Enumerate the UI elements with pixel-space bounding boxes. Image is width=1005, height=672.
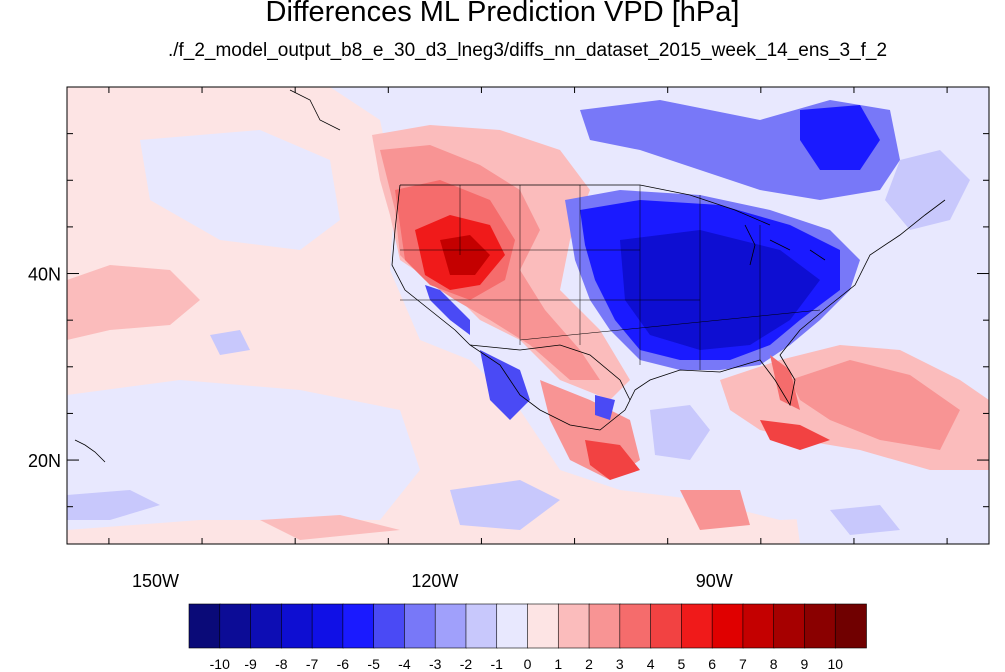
colorbar-swatch bbox=[373, 603, 406, 649]
field-pos-south-central bbox=[680, 490, 750, 530]
field-pos-light-pacific-2 bbox=[260, 515, 400, 540]
coastline-hawaii bbox=[74, 439, 106, 463]
colorbar-swatch bbox=[804, 603, 837, 649]
field-neg-neutral-pacific bbox=[140, 130, 340, 250]
colorbar-label: -2 bbox=[460, 656, 473, 672]
axis-ticks bbox=[67, 87, 989, 544]
colorbar-swatch bbox=[219, 603, 252, 649]
lat-label: 20N bbox=[28, 451, 61, 471]
field-neg-baja bbox=[480, 350, 530, 420]
field-neg-light-pacific-2 bbox=[67, 490, 160, 520]
field-neg-vstrong-east bbox=[620, 230, 820, 350]
colorbar-label: 4 bbox=[647, 656, 655, 672]
colorbar-swatch bbox=[434, 603, 467, 649]
field-neg-neutral-south bbox=[790, 465, 989, 544]
colorbar-swatch bbox=[619, 603, 652, 649]
colorbar-swatch bbox=[465, 603, 498, 649]
lat-label: 40N bbox=[28, 265, 61, 285]
colorbar-swatch bbox=[557, 603, 590, 649]
field-pos-max-west bbox=[440, 235, 490, 275]
field-neg-california bbox=[425, 285, 470, 335]
colorbar-swatch bbox=[834, 603, 867, 649]
field-neg-mexico bbox=[595, 395, 615, 420]
colorbar-label: -8 bbox=[275, 656, 288, 672]
field-neg-light-pacific-1 bbox=[210, 330, 250, 355]
colorbar-label: 1 bbox=[554, 656, 562, 672]
colorbar-label: -9 bbox=[244, 656, 257, 672]
colorbar-swatch bbox=[281, 603, 313, 649]
colorbar-swatch bbox=[188, 603, 221, 649]
map-frame bbox=[66, 86, 990, 545]
colorbar-label: 10 bbox=[827, 656, 843, 672]
colorbar-label: -5 bbox=[367, 656, 380, 672]
colorbar-swatch bbox=[742, 603, 775, 649]
state-borders bbox=[400, 185, 821, 370]
field-neg-light-northeast bbox=[885, 150, 970, 230]
field-pos-light-pacific-1 bbox=[67, 265, 200, 340]
field-neg-gulf bbox=[650, 405, 710, 460]
lon-label: 90W bbox=[696, 571, 733, 591]
field-pos-strong-mexico bbox=[585, 440, 640, 480]
colorbar-label: 6 bbox=[708, 656, 716, 672]
colorbar-label: 5 bbox=[677, 656, 685, 672]
border-us-mexico bbox=[469, 344, 631, 401]
colorbar-swatch bbox=[681, 603, 713, 649]
field-pos-strong-caribbean bbox=[760, 420, 830, 450]
colorbar-swatch bbox=[311, 603, 344, 649]
vpd-difference-field bbox=[67, 87, 989, 544]
colorbar-label: -3 bbox=[429, 656, 442, 672]
colorbar-label: 2 bbox=[585, 656, 593, 672]
field-neg-neutral-southwest bbox=[67, 380, 420, 530]
colorbar-label: -10 bbox=[210, 656, 230, 672]
coastline-alaska bbox=[289, 89, 341, 131]
colorbar-label: 9 bbox=[801, 656, 809, 672]
colorbar-label: 8 bbox=[770, 656, 778, 672]
colorbar-label: 3 bbox=[616, 656, 624, 672]
field-pos-mid-atlantic bbox=[790, 360, 960, 450]
colorbar bbox=[188, 603, 867, 649]
colorbar-swatch bbox=[527, 603, 560, 649]
colorbar-swatch bbox=[650, 603, 683, 649]
colorbar-swatch bbox=[342, 603, 375, 649]
field-neg-light-south bbox=[830, 505, 900, 535]
map-subtitle: ./f_2_model_output_b8_e_30_d3_lneg3/diff… bbox=[167, 40, 888, 61]
colorbar-label: -4 bbox=[398, 656, 411, 672]
colorbar-swatch bbox=[496, 603, 529, 649]
field-neg-light-southwest bbox=[450, 480, 560, 530]
field-pos-florida bbox=[770, 355, 800, 410]
colorbar-swatch bbox=[250, 603, 283, 649]
border-us-canada bbox=[400, 184, 771, 226]
latitude-labels: 40N 20N bbox=[28, 265, 61, 472]
colorbar-swatch bbox=[404, 603, 436, 649]
colorbar-swatch bbox=[588, 603, 621, 649]
field-neg-strong-canada bbox=[800, 105, 880, 170]
colorbar-label: 0 bbox=[524, 656, 532, 672]
lon-label: 150W bbox=[132, 571, 179, 591]
colorbar-labels: -10 -9 -8 -7 -6 -5 -4 -3 -2 -1 0 1 2 3 4 5 6 7 8 9 10 bbox=[210, 656, 844, 672]
colorbar-swatch bbox=[773, 603, 806, 649]
colorbar-swatch bbox=[711, 603, 744, 649]
colorbar-label: -1 bbox=[491, 656, 504, 672]
longitude-labels: 150W 120W 90W bbox=[132, 571, 733, 591]
great-lakes bbox=[744, 224, 826, 266]
map-title: Differences ML Prediction VPD [hPa] bbox=[265, 0, 740, 28]
colorbar-label: -7 bbox=[306, 656, 319, 672]
colorbar-label: -6 bbox=[337, 656, 350, 672]
coastline-and-borders bbox=[74, 89, 946, 463]
lon-label: 120W bbox=[411, 571, 458, 591]
colorbar-label: 7 bbox=[739, 656, 747, 672]
coastline-us bbox=[391, 184, 946, 431]
